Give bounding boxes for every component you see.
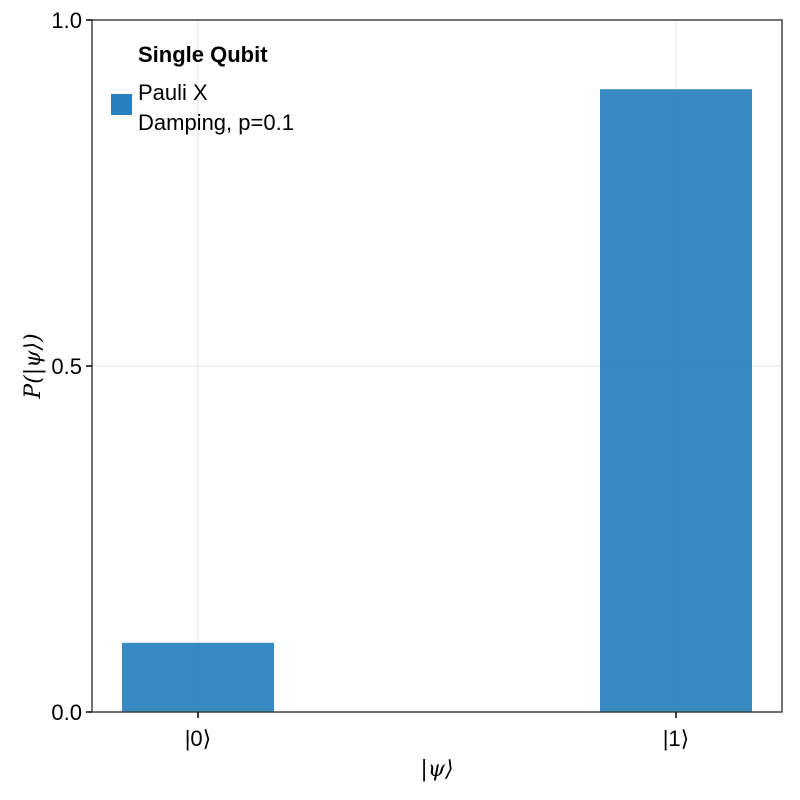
bar xyxy=(122,642,274,712)
bars xyxy=(122,89,752,712)
y-tick-label: 0.5 xyxy=(51,354,82,379)
legend-swatch xyxy=(111,94,132,115)
y-axis-label: P(|ψ⟩) xyxy=(21,333,46,399)
legend: Single Qubit Pauli X Damping, p=0.1 xyxy=(111,42,294,135)
x-axis-ticks: |0⟩ |1⟩ xyxy=(185,712,690,751)
legend-label: Pauli X xyxy=(138,80,208,105)
y-axis-ticks: 0.0 0.5 1.0 xyxy=(51,8,92,725)
legend-label: Damping, p=0.1 xyxy=(138,110,294,135)
x-tick-label: |0⟩ xyxy=(185,726,212,751)
bar xyxy=(600,89,752,712)
legend-title: Single Qubit xyxy=(138,42,268,67)
x-axis-label: |ψ⟩ xyxy=(420,757,453,782)
x-tick-label: |1⟩ xyxy=(663,726,690,751)
y-tick-label: 1.0 xyxy=(51,8,82,33)
y-tick-label: 0.0 xyxy=(51,700,82,725)
